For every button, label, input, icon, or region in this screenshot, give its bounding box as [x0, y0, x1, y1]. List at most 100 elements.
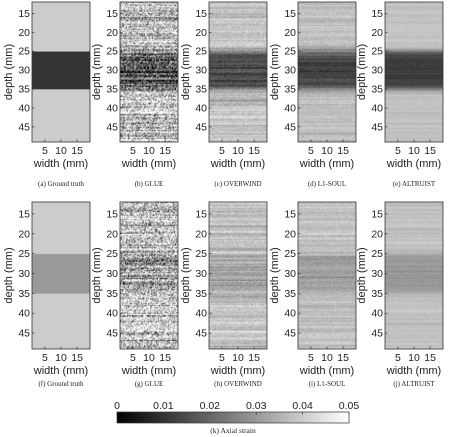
y-tick-label: 30 — [195, 268, 207, 280]
y-axis-label: depth (mm) — [180, 247, 192, 303]
y-tick-label: 45 — [371, 328, 383, 340]
x-tick-label: 5 — [219, 145, 225, 157]
x-tick-label: 15 — [337, 352, 349, 364]
y-tick-label: 15 — [18, 8, 30, 20]
y-tick-label: 30 — [284, 268, 296, 280]
y-tick-label: 25 — [195, 248, 207, 260]
y-tick-label: 20 — [195, 228, 207, 240]
y-tick-label: 25 — [18, 46, 30, 58]
strain-image — [298, 2, 356, 142]
panel-caption: (h) OVERWIND — [214, 380, 262, 388]
x-tick-label: 5 — [130, 145, 136, 157]
y-tick-label: 45 — [284, 121, 296, 133]
x-tick-label: 10 — [321, 352, 333, 364]
y-tick-label: 15 — [106, 208, 118, 220]
panel-caption: (b) GLUE — [135, 180, 164, 188]
y-tick-label: 40 — [284, 102, 296, 114]
colorbar-tick-label: 0.02 — [200, 400, 221, 412]
y-tick-label: 35 — [284, 288, 296, 300]
y-axis-label: depth (mm) — [180, 44, 192, 100]
y-tick-label: 45 — [106, 121, 118, 133]
y-tick-label: 35 — [18, 288, 30, 300]
strain-image — [120, 202, 178, 349]
y-tick-label: 40 — [18, 102, 30, 114]
strain-image — [209, 2, 267, 142]
x-tick-label: 10 — [321, 145, 333, 157]
x-tick-label: 15 — [159, 145, 171, 157]
x-tick-label: 10 — [408, 352, 420, 364]
x-tick-label: 10 — [143, 352, 155, 364]
x-tick-label: 5 — [130, 352, 136, 364]
y-tick-label: 40 — [106, 102, 118, 114]
x-axis-label: width (mm) — [121, 158, 176, 170]
x-axis-label: width (mm) — [386, 365, 441, 377]
x-tick-label: 5 — [395, 145, 401, 157]
y-tick-label: 20 — [106, 27, 118, 39]
y-tick-label: 45 — [18, 328, 30, 340]
x-tick-label: 10 — [55, 352, 67, 364]
y-tick-label: 35 — [195, 84, 207, 96]
x-tick-label: 5 — [308, 145, 314, 157]
y-tick-label: 35 — [371, 84, 383, 96]
y-tick-label: 20 — [371, 27, 383, 39]
y-tick-label: 35 — [371, 288, 383, 300]
y-tick-label: 35 — [106, 84, 118, 96]
y-tick-label: 15 — [195, 8, 207, 20]
x-tick-label: 10 — [55, 145, 67, 157]
x-tick-label: 15 — [159, 352, 171, 364]
strain-image — [32, 2, 90, 142]
x-tick-label: 5 — [42, 145, 48, 157]
y-tick-label: 25 — [106, 46, 118, 58]
panel-caption: (f) Ground truth — [38, 380, 84, 388]
x-tick-label: 5 — [395, 352, 401, 364]
x-tick-label: 10 — [232, 352, 244, 364]
y-tick-label: 45 — [371, 121, 383, 133]
strain-image — [385, 2, 443, 142]
x-tick-label: 5 — [219, 352, 225, 364]
colorbar-tick-label: 0 — [114, 400, 120, 412]
y-tick-label: 45 — [106, 328, 118, 340]
y-tick-label: 40 — [284, 308, 296, 320]
y-tick-label: 15 — [371, 208, 383, 220]
x-axis-label: width (mm) — [299, 365, 354, 377]
y-axis-label: depth (mm) — [3, 247, 15, 303]
x-axis-label: width (mm) — [299, 158, 354, 170]
y-tick-label: 30 — [18, 268, 30, 280]
x-axis-label: width (mm) — [121, 365, 176, 377]
y-tick-label: 35 — [18, 84, 30, 96]
y-tick-label: 30 — [18, 65, 30, 77]
y-axis-label: depth (mm) — [91, 44, 103, 100]
x-tick-label: 15 — [71, 352, 83, 364]
strain-image — [298, 202, 356, 349]
panel-caption: (a) Ground truth — [38, 180, 84, 188]
x-tick-label: 15 — [248, 145, 260, 157]
colorbar: 0 0.01 0.02 0.03 0.04 0.05 (k) Axial strain — [114, 400, 359, 435]
y-tick-label: 15 — [284, 208, 296, 220]
y-tick-label: 40 — [18, 308, 30, 320]
y-tick-label: 35 — [106, 288, 118, 300]
y-tick-label: 30 — [371, 268, 383, 280]
x-tick-label: 10 — [143, 145, 155, 157]
y-tick-label: 20 — [371, 228, 383, 240]
y-tick-label: 25 — [284, 46, 296, 58]
x-tick-label: 15 — [337, 145, 349, 157]
y-axis-label: depth (mm) — [91, 247, 103, 303]
y-tick-label: 35 — [195, 288, 207, 300]
y-tick-label: 25 — [371, 46, 383, 58]
y-tick-label: 40 — [371, 102, 383, 114]
x-tick-label: 5 — [42, 352, 48, 364]
y-tick-label: 40 — [195, 102, 207, 114]
colorbar-tick-label: 0.03 — [246, 400, 267, 412]
y-tick-label: 30 — [106, 65, 118, 77]
y-tick-label: 20 — [284, 228, 296, 240]
